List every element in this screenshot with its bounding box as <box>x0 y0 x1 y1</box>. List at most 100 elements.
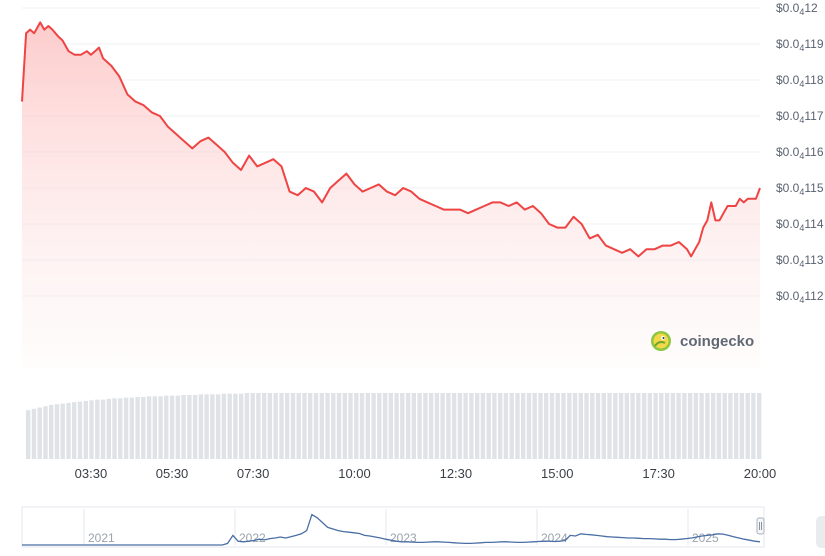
volume-bar <box>682 393 687 459</box>
volume-bar <box>146 396 152 459</box>
volume-bar <box>49 404 54 459</box>
volume-bar <box>95 399 100 459</box>
volume-bar <box>601 393 606 459</box>
volume-bar <box>578 393 583 459</box>
time-navigator[interactable]: 2021 2022 2023 2024 2025 <box>21 506 765 548</box>
x-axis-ticks[interactable]: 03:30 05:30 07:30 10:00 12:30 15:00 17:30 20:00 <box>75 466 777 481</box>
volume-bar <box>567 393 572 459</box>
volume-bar <box>538 393 543 459</box>
volume-bar <box>388 393 393 459</box>
volume-bar <box>279 393 284 459</box>
volume-bar <box>641 393 647 459</box>
price-area-fill <box>22 22 760 369</box>
volume-bar <box>273 393 278 459</box>
volume-bar <box>244 393 250 459</box>
volume-bar <box>515 393 520 459</box>
volume-bar <box>123 397 129 459</box>
volume-bar <box>336 393 342 459</box>
x-tick-label: 10:00 <box>338 466 371 481</box>
volume-bar <box>509 393 514 459</box>
volume-bar <box>26 410 31 459</box>
volume-bar <box>532 393 537 459</box>
volume-bar <box>659 393 664 459</box>
volume-bar <box>198 394 204 459</box>
volume-bar <box>377 393 382 459</box>
x-tick-label: 03:30 <box>75 466 108 481</box>
volume-bar <box>118 398 123 459</box>
volume-bar <box>382 393 388 459</box>
volume-bar <box>256 393 261 459</box>
volume-bar <box>492 393 497 459</box>
gecko-logo-icon <box>651 331 671 351</box>
volume-bar <box>233 393 238 459</box>
navigator-year-label: 2021 <box>88 531 115 545</box>
navigator-year-label: 2024 <box>541 531 568 545</box>
volume-bar <box>250 393 255 459</box>
volume-bar <box>521 393 526 459</box>
volume-bar <box>434 393 440 459</box>
volume-bar <box>555 393 560 459</box>
volume-bar <box>728 393 733 459</box>
y-tick-label: $0.0412 <box>776 1 818 17</box>
price-line <box>21 21 761 258</box>
volume-bar <box>647 393 652 459</box>
volume-bar <box>676 393 681 459</box>
volume-bar <box>607 393 612 459</box>
navigator-right-handle[interactable] <box>756 517 765 535</box>
volume-bar <box>423 393 428 459</box>
volume-bar <box>480 393 486 459</box>
x-tick-label: 15:00 <box>541 466 574 481</box>
volume-bar <box>595 393 601 459</box>
volume-bar <box>751 393 756 459</box>
volume-bar <box>313 393 319 459</box>
volume-bar <box>711 393 716 459</box>
y-axis-ticks: $0.0412 $0.04119 $0.04118 $0.04117 $0.04116 $… <box>776 1 824 305</box>
y-tick-label: $0.04113 <box>776 253 824 269</box>
volume-bar <box>428 393 434 459</box>
x-tick-label: 12:30 <box>440 466 473 481</box>
volume-bar <box>705 393 710 459</box>
volume-bar <box>262 393 267 459</box>
volume-bar <box>503 393 509 459</box>
volume-bar <box>394 393 399 459</box>
volume-bar <box>204 394 209 459</box>
volume-bar <box>296 393 301 459</box>
volume-bar <box>100 399 106 459</box>
volume-bar <box>158 396 163 459</box>
volume-bar <box>342 393 347 459</box>
volume-bar <box>498 393 503 459</box>
x-tick-label: 20:00 <box>744 466 777 481</box>
y-tick-label: $0.04119 <box>776 37 824 53</box>
volume-bar <box>590 393 595 459</box>
y-tick-label: $0.04117 <box>776 109 824 125</box>
volume-bar <box>687 393 693 459</box>
volume-bar <box>451 393 457 459</box>
volume-bar <box>215 394 221 459</box>
volume-bar <box>141 397 146 459</box>
y-tick-label: $0.04114 <box>776 217 824 233</box>
volume-bar <box>72 402 77 459</box>
volume-bar <box>699 393 704 459</box>
coingecko-watermark: coingecko <box>651 331 754 351</box>
volume-bar <box>486 393 491 459</box>
navigator-year-label: 2025 <box>692 531 719 545</box>
volume-bar <box>549 393 555 459</box>
volume-bar <box>670 393 676 459</box>
volume-bar <box>745 393 750 459</box>
volume-bar <box>630 393 635 459</box>
volume-bar <box>267 393 273 459</box>
scroll-handle[interactable] <box>816 516 825 548</box>
x-tick-label: 07:30 <box>237 466 270 481</box>
volume-bar <box>734 393 739 459</box>
volume-bar <box>135 397 140 459</box>
volume-bar <box>544 393 549 459</box>
volume-bar <box>89 400 94 459</box>
price-area <box>21 21 761 369</box>
volume-bar <box>572 393 578 459</box>
y-tick-label: $0.04115 <box>776 181 824 197</box>
volume-bar <box>359 393 365 459</box>
volume-bar <box>302 393 307 459</box>
volume-bars <box>26 393 762 459</box>
volume-bar <box>43 406 48 459</box>
